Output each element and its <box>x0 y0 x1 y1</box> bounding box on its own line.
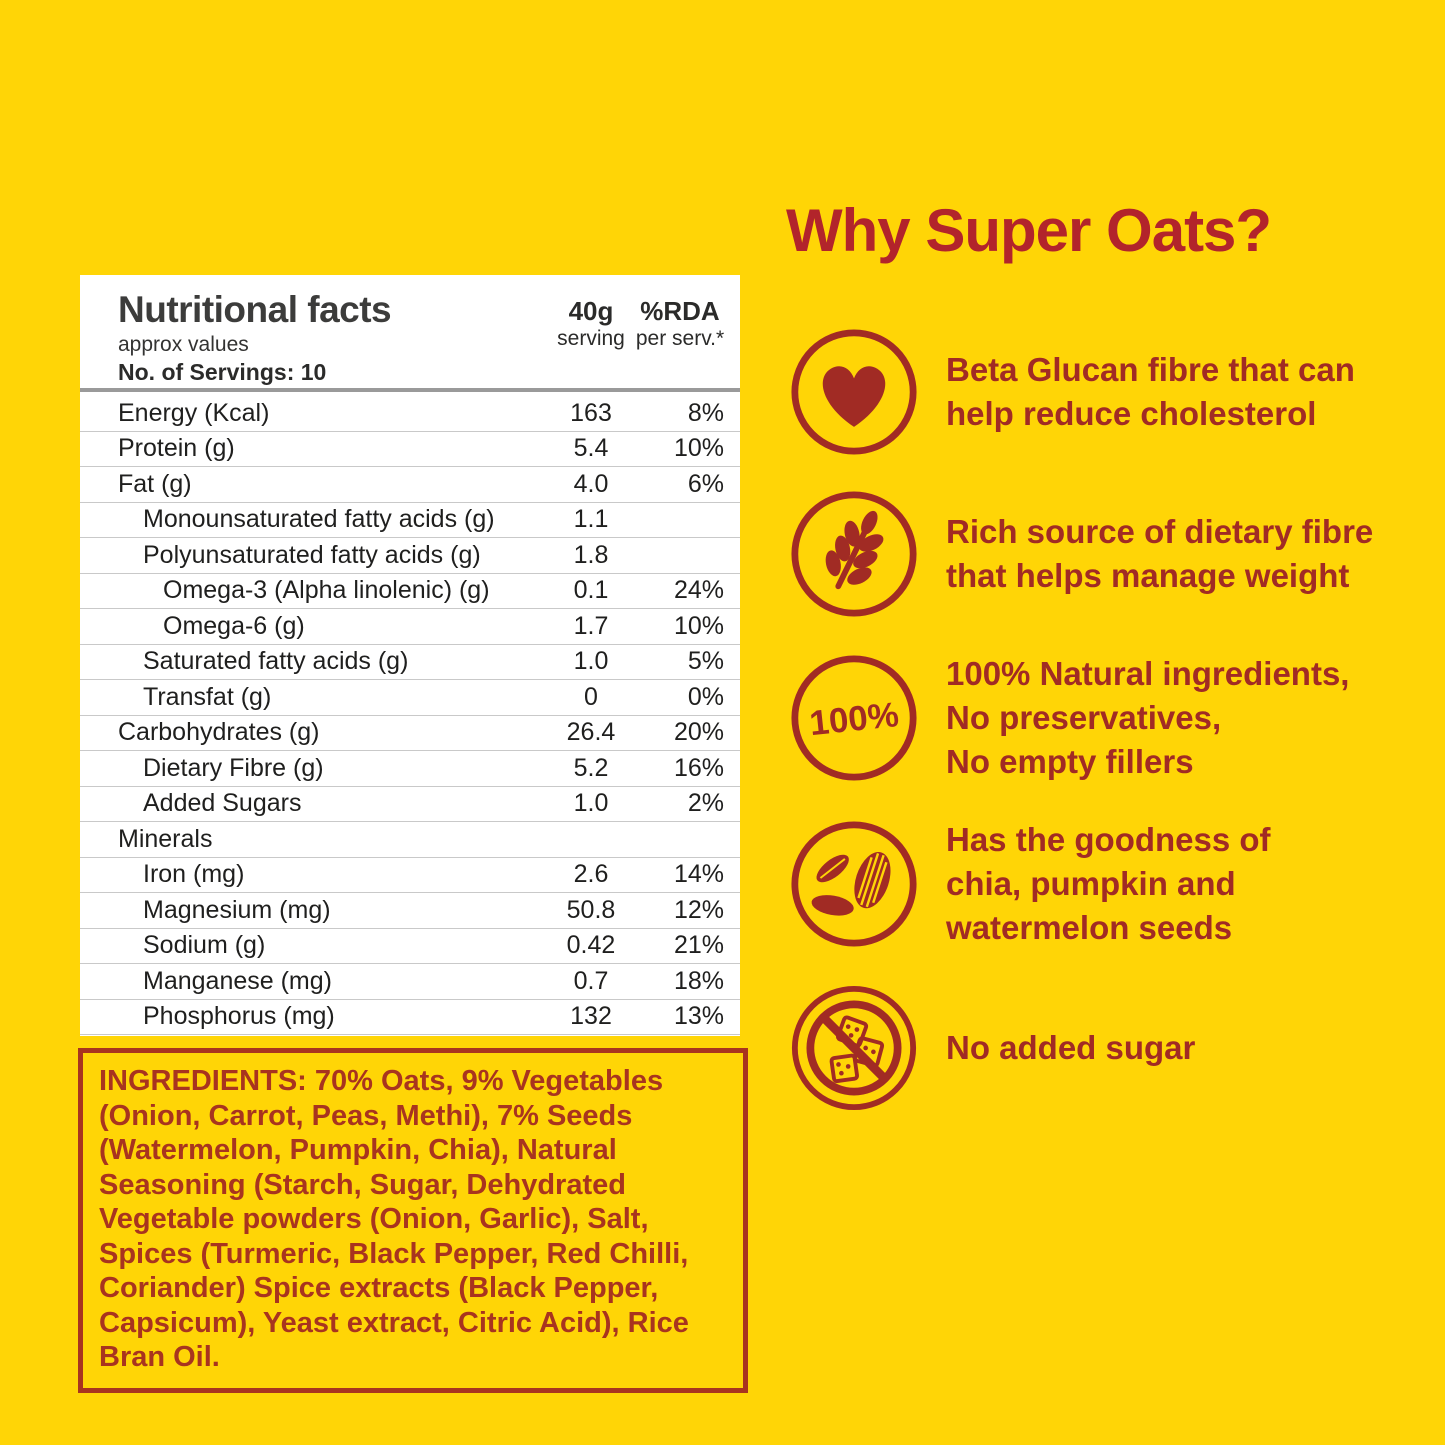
table-row: Transfat (g) 0 0% <box>80 680 740 716</box>
nutrient-rda: 16% <box>673 753 724 782</box>
table-row: Minerals <box>80 822 740 858</box>
nutrient-rda: 2% <box>687 789 724 818</box>
nutrient-value: 1.7 <box>573 611 609 640</box>
nutrition-table: Nutritional facts approx values No. of S… <box>80 275 740 1036</box>
nutrient-label: Fat (g) <box>118 469 192 498</box>
seeds-icon <box>791 821 917 947</box>
nutrient-value: 50.8 <box>566 895 616 924</box>
table-row: Magnesium (mg) 50.8 12% <box>80 893 740 929</box>
why-section-title: Why Super Oats? <box>786 197 1272 264</box>
nutrient-rda: 5% <box>687 647 724 676</box>
nutrient-rda: 10% <box>673 611 724 640</box>
benefit-text: No added sugar <box>946 1029 1196 1066</box>
nutrition-rows: Energy (Kcal) 163 8% Protein (g) 5.4 10%… <box>80 396 740 1035</box>
nutrient-rda: 21% <box>673 931 724 960</box>
nutrient-rda: 12% <box>673 895 724 924</box>
nutrient-value: 1.1 <box>573 505 609 534</box>
nutrient-label: Dietary Fibre (g) <box>143 753 324 782</box>
wheat-icon <box>791 491 917 617</box>
table-row: Carbohydrates (g) 26.4 20% <box>80 716 740 751</box>
benefit-text: Rich source of dietary fibre that helps … <box>946 513 1374 594</box>
benefit-item-natural: 100% 100% Natural ingredients, No preser… <box>790 652 1410 784</box>
nutrient-value: 163 <box>570 398 612 427</box>
nutrient-rda: 0% <box>687 682 724 711</box>
nutrient-value: 1.8 <box>573 540 609 569</box>
nutrient-value: 0.7 <box>573 966 609 995</box>
benefits-list: Beta Glucan fibre that can help reduce c… <box>790 328 1410 1146</box>
nutrient-value: 26.4 <box>566 718 616 747</box>
nutrient-label: Minerals <box>118 824 213 853</box>
nutrient-rda: 24% <box>673 576 724 605</box>
nutrient-rda: 20% <box>673 718 724 747</box>
nutrient-label: Energy (Kcal) <box>118 398 270 427</box>
nutrient-label: Monounsaturated fatty acids (g) <box>143 505 495 534</box>
ingredients-box: INGREDIENTS: 70% Oats, 9% Vegetables (On… <box>78 1048 748 1393</box>
nutrient-value: 0.42 <box>566 931 616 960</box>
nutrient-label: Manganese (mg) <box>143 966 332 995</box>
nutrient-rda: 6% <box>687 469 724 498</box>
benefit-text: Beta Glucan fibre that can help reduce c… <box>946 351 1355 432</box>
table-row: Fat (g) 4.0 6% <box>80 467 740 503</box>
nutrient-label: Carbohydrates (g) <box>118 718 320 747</box>
nutrition-table-header: Nutritional facts approx values No. of S… <box>80 275 740 392</box>
nutrient-label: Transfat (g) <box>143 682 272 711</box>
table-row: Dietary Fibre (g) 5.2 16% <box>80 751 740 787</box>
table-row: Monounsaturated fatty acids (g) 1.1 <box>80 503 740 538</box>
nutrient-label: Omega-3 (Alpha linolenic) (g) <box>163 576 490 605</box>
table-row: Sodium (g) 0.42 21% <box>80 929 740 964</box>
no-added-sugar-icon <box>791 985 917 1111</box>
table-subtitle: approx values <box>118 332 249 356</box>
heart-icon <box>791 329 917 455</box>
nutrient-label: Iron (mg) <box>143 860 245 889</box>
hundred-percent-icon: 100% <box>791 655 917 781</box>
benefit-item-fibre: Rich source of dietary fibre that helps … <box>790 490 1410 618</box>
nutrient-value: 132 <box>570 1002 612 1031</box>
nutrient-label: Magnesium (mg) <box>143 895 331 924</box>
table-row: Protein (g) 5.4 10% <box>80 432 740 467</box>
nutrient-rda: 8% <box>687 398 724 427</box>
table-row: Iron (mg) 2.6 14% <box>80 858 740 893</box>
nutrient-value: 4.0 <box>573 469 609 498</box>
nutrient-value: 5.2 <box>573 753 609 782</box>
table-row: Manganese (mg) 0.7 18% <box>80 964 740 1000</box>
benefit-text: Has the goodness of chia, pumpkin and wa… <box>946 821 1271 946</box>
nutrient-value: 1.0 <box>573 789 609 818</box>
table-row: Phosphorus (mg) 132 13% <box>80 1000 740 1035</box>
nutrient-value: 0.1 <box>573 576 609 605</box>
nutrient-value: 5.4 <box>573 434 609 463</box>
svg-text:100%: 100% <box>808 695 901 743</box>
nutrient-rda: 13% <box>673 1002 724 1031</box>
servings-count: No. of Servings: 10 <box>118 358 327 385</box>
nutrient-rda: 14% <box>673 860 724 889</box>
nutrient-label: Saturated fatty acids (g) <box>143 647 409 676</box>
nutrient-value: 2.6 <box>573 860 609 889</box>
benefit-item-seeds: Has the goodness of chia, pumpkin and wa… <box>790 818 1410 950</box>
nutrient-label: Phosphorus (mg) <box>143 1002 335 1031</box>
benefit-text: 100% Natural ingredients, No preservativ… <box>946 655 1350 780</box>
table-row: Omega-3 (Alpha linolenic) (g) 0.1 24% <box>80 574 740 609</box>
column-header-rda: %RDA per serv.* <box>635 296 725 350</box>
table-title: Nutritional facts <box>118 289 392 330</box>
nutrient-rda: 10% <box>673 434 724 463</box>
table-row: Polyunsaturated fatty acids (g) 1.8 <box>80 538 740 574</box>
nutrient-label: Omega-6 (g) <box>163 611 305 640</box>
nutrient-label: Sodium (g) <box>143 931 266 960</box>
table-row: Energy (Kcal) 163 8% <box>80 396 740 432</box>
benefit-item-cholesterol: Beta Glucan fibre that can help reduce c… <box>790 328 1410 456</box>
table-row: Added Sugars 1.0 2% <box>80 787 740 822</box>
nutrient-value: 0 <box>584 682 598 711</box>
nutrient-value: 1.0 <box>573 647 609 676</box>
table-row: Omega-6 (g) 1.7 10% <box>80 609 740 645</box>
column-header-serving: 40g serving <box>557 296 625 350</box>
benefit-item-no-sugar: No added sugar <box>790 984 1410 1112</box>
nutrient-label: Polyunsaturated fatty acids (g) <box>143 540 481 569</box>
nutrient-label: Added Sugars <box>143 789 302 818</box>
nutrient-rda: 18% <box>673 966 724 995</box>
table-row: Saturated fatty acids (g) 1.0 5% <box>80 645 740 680</box>
nutrient-label: Protein (g) <box>118 434 235 463</box>
